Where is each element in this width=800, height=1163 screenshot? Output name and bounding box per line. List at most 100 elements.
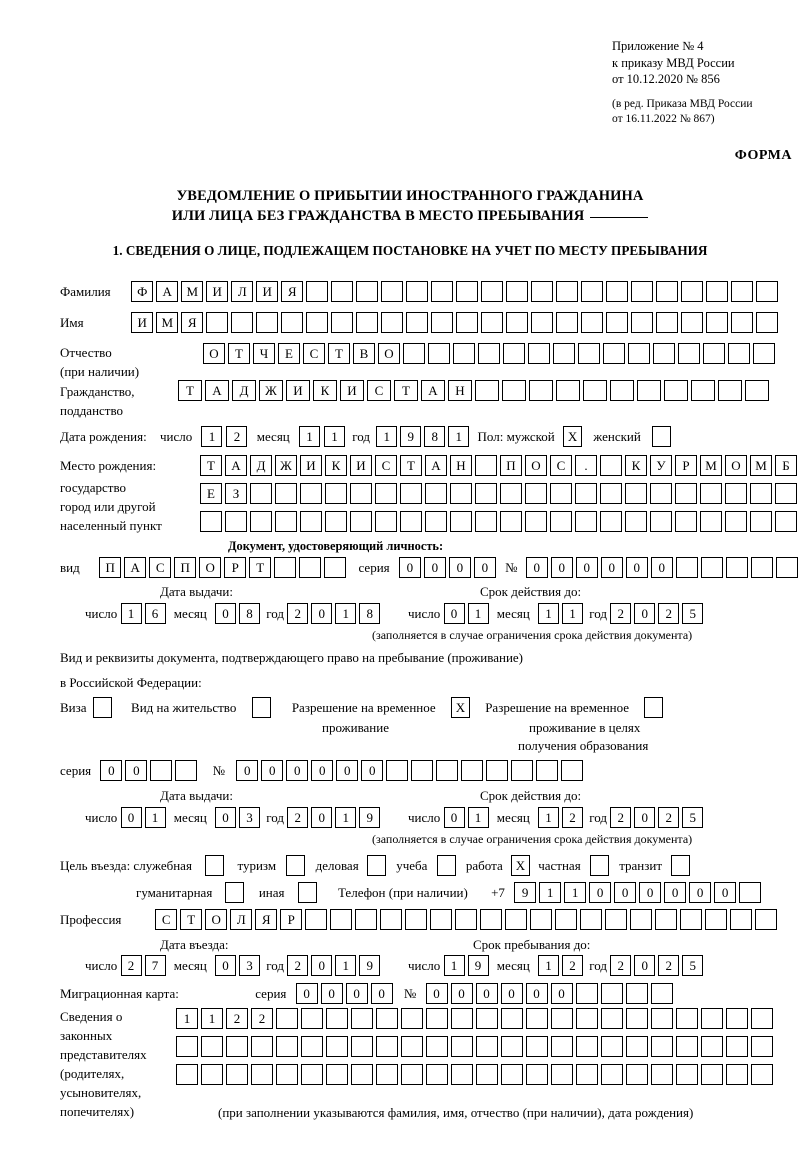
char-cell[interactable]: 0 <box>639 882 662 903</box>
char-cell[interactable] <box>676 1036 698 1057</box>
char-cell[interactable] <box>561 760 584 781</box>
char-cell[interactable] <box>475 455 497 476</box>
char-cell[interactable]: 0 <box>634 807 656 828</box>
char-cell[interactable]: 0 <box>236 760 259 781</box>
char-cell[interactable] <box>575 511 597 532</box>
char-cell[interactable] <box>176 1036 198 1057</box>
char-cell[interactable]: 1 <box>324 426 346 447</box>
char-cell[interactable]: 0 <box>215 807 237 828</box>
char-cell[interactable] <box>581 312 604 333</box>
char-cell[interactable]: Ф <box>131 281 154 302</box>
char-cell[interactable] <box>331 312 354 333</box>
char-cell[interactable] <box>381 281 404 302</box>
char-cell[interactable]: Ч <box>253 343 275 364</box>
char-cell[interactable]: 2 <box>226 1008 248 1029</box>
char-cell[interactable] <box>511 760 534 781</box>
char-cell[interactable] <box>281 312 304 333</box>
char-cell[interactable] <box>301 1036 323 1057</box>
char-cell[interactable] <box>528 343 550 364</box>
char-cell[interactable] <box>691 380 715 401</box>
char-cell[interactable] <box>601 1036 623 1057</box>
char-cell[interactable] <box>650 983 673 1004</box>
char-cell[interactable]: 2 <box>562 955 584 976</box>
char-cell[interactable] <box>675 557 698 578</box>
char-cell[interactable]: 9 <box>359 955 381 976</box>
char-cell[interactable]: 1 <box>538 603 560 624</box>
char-cell[interactable] <box>411 760 434 781</box>
char-cell[interactable]: К <box>325 455 347 476</box>
char-cell[interactable] <box>426 1064 448 1085</box>
char-cell[interactable] <box>745 380 769 401</box>
char-cell[interactable] <box>681 281 704 302</box>
char-cell[interactable] <box>401 1036 423 1057</box>
char-cell[interactable]: 0 <box>295 983 318 1004</box>
char-cell[interactable] <box>606 312 629 333</box>
char-cell[interactable] <box>626 1036 648 1057</box>
char-cell[interactable] <box>176 1064 198 1085</box>
char-cell[interactable]: Р <box>280 909 303 930</box>
char-cell[interactable]: 0 <box>215 955 237 976</box>
char-cell[interactable]: 0 <box>525 557 548 578</box>
char-cell[interactable] <box>376 1036 398 1057</box>
char-cell[interactable] <box>324 557 347 578</box>
char-cell[interactable] <box>475 483 497 504</box>
char-cell[interactable] <box>725 483 747 504</box>
char-cell[interactable]: 6 <box>144 603 166 624</box>
char-cell[interactable] <box>380 909 403 930</box>
char-cell[interactable] <box>231 312 254 333</box>
char-cell[interactable]: 8 <box>424 426 446 447</box>
char-cell[interactable]: У <box>650 455 672 476</box>
char-cell[interactable] <box>626 1008 648 1029</box>
char-cell[interactable]: 5 <box>682 603 704 624</box>
char-cell[interactable]: Т <box>180 909 203 930</box>
char-cell[interactable]: Л <box>230 909 253 930</box>
char-cell[interactable]: Т <box>394 380 418 401</box>
char-cell[interactable]: Л <box>231 281 254 302</box>
char-cell[interactable]: 0 <box>311 955 333 976</box>
char-cell[interactable] <box>680 909 703 930</box>
char-cell[interactable] <box>351 1008 373 1029</box>
char-cell[interactable]: М <box>156 312 179 333</box>
char-cell[interactable] <box>200 511 222 532</box>
char-cell[interactable] <box>480 909 503 930</box>
char-cell[interactable]: 3 <box>239 955 261 976</box>
birthplace-cells-row-3[interactable] <box>200 511 797 532</box>
char-cell[interactable] <box>550 511 572 532</box>
char-cell[interactable] <box>556 281 579 302</box>
char-cell[interactable] <box>625 483 647 504</box>
char-cell[interactable]: 1 <box>335 807 357 828</box>
char-cell[interactable]: К <box>625 455 647 476</box>
purpose-humanitarian-checkbox[interactable] <box>224 882 244 903</box>
char-cell[interactable] <box>331 281 354 302</box>
char-cell[interactable] <box>326 1036 348 1057</box>
char-cell[interactable] <box>725 557 748 578</box>
char-cell[interactable]: Р <box>224 557 247 578</box>
char-cell[interactable]: О <box>205 909 228 930</box>
char-cell[interactable]: 0 <box>443 807 465 828</box>
char-cell[interactable] <box>476 1064 498 1085</box>
char-cell[interactable] <box>581 281 604 302</box>
char-cell[interactable] <box>651 1064 673 1085</box>
char-cell[interactable] <box>610 380 634 401</box>
char-cell[interactable] <box>576 1036 598 1057</box>
char-cell[interactable] <box>553 343 575 364</box>
char-cell[interactable]: 1 <box>539 882 562 903</box>
char-cell[interactable] <box>750 511 772 532</box>
char-cell[interactable] <box>400 483 422 504</box>
char-cell[interactable] <box>274 557 297 578</box>
char-cell[interactable] <box>225 511 247 532</box>
char-cell[interactable] <box>451 1036 473 1057</box>
char-cell[interactable] <box>456 312 479 333</box>
char-cell[interactable] <box>478 343 500 364</box>
char-cell[interactable] <box>451 1008 473 1029</box>
char-cell[interactable] <box>681 312 704 333</box>
char-cell[interactable] <box>675 511 697 532</box>
